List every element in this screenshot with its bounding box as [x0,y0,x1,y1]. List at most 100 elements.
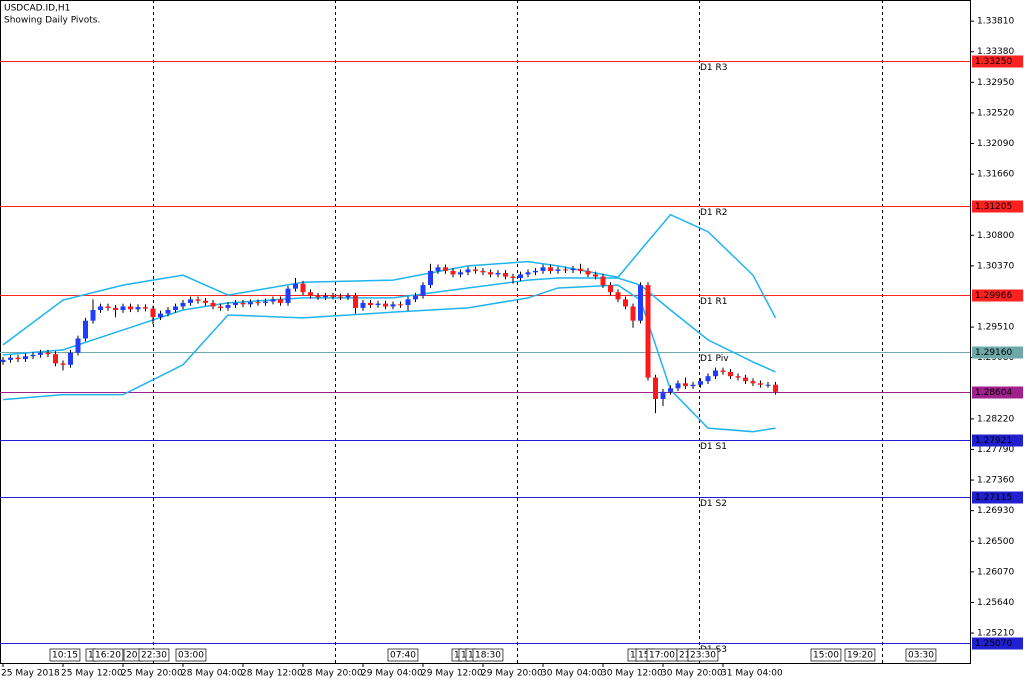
candle-body [465,269,471,273]
x-tick-label: 29 May 20:00 [481,669,543,679]
time-flag-box [49,648,81,662]
candle-body [345,295,351,298]
candle-body [180,302,186,307]
x-tick-label: 28 May 04:00 [181,669,243,679]
candle-body [758,383,763,385]
price-label-box [972,200,1023,213]
time-flag-label: 10:15 [52,651,78,661]
candle-body [510,276,516,278]
y-tick-label: 1.33380 [977,47,1014,57]
candle-body [143,307,148,309]
candle-body [638,285,643,321]
y-tick-label: 1.25210 [977,629,1014,639]
time-flag-box [810,648,842,662]
candle-body [555,269,561,271]
candle-body [383,303,388,307]
price-label-box [972,637,1023,650]
y-tick-label: 1.32950 [977,78,1014,88]
plot-frame [0,0,971,664]
candle-body [435,267,441,271]
time-flag-label: 23:30 [690,651,716,661]
time-flag: 03:30 [905,648,937,662]
candle-body [98,306,103,311]
candle-body [450,270,456,275]
candle-body [623,299,628,307]
time-flag: 10:15 [49,648,81,662]
candle-body [563,269,568,271]
time-flag-label: 1 [454,651,460,661]
candle-body [353,295,358,308]
time-flag-label: 1 [630,651,636,661]
candle-body [8,357,13,360]
y-tick-label: 1.30370 [977,261,1014,271]
candle-body [60,363,66,365]
candle-body [150,308,156,318]
candle-body [210,302,216,307]
pivot-level-name: D1 R3 [700,63,728,73]
x-tick-label: 29 May 12:00 [421,669,483,679]
chart-subtitle: Showing Daily Pivots. [4,16,100,26]
time-flag-box [905,648,937,662]
candle-body [300,283,306,293]
candle-body [0,359,6,362]
y-tick-label: 1.25640 [977,598,1014,608]
pivot-level-name: D1 S2 [700,499,727,509]
time-flag-label: 19:20 [847,651,873,661]
candle-body [240,302,246,305]
candle-body [293,283,298,289]
x-tick-label: 30 May 20:00 [661,669,723,679]
time-flag-box [387,648,419,662]
candle-body [398,304,403,306]
candle-body [533,270,538,273]
candle-body [608,285,613,293]
x-tick-label: 31 May 04:00 [721,669,783,679]
time-flag-box [175,648,207,662]
candle-body [615,292,621,300]
price-label: 1.29160 [975,348,1012,358]
time-flag-label: 03:00 [178,651,204,661]
candle-body [578,268,583,271]
price-label-box [972,55,1023,68]
candle-body [23,356,28,360]
price-label: 1.27115 [975,493,1012,503]
y-tick-label: 1.28220 [977,414,1014,424]
chart-title: USDCAD.ID,H1 [4,4,70,14]
price-label-box [972,491,1023,504]
bollinger-lower [2,284,776,433]
time-flag: 03:00 [175,648,207,662]
price-label-box [972,289,1023,302]
price-label: 1.27921 [975,436,1012,446]
candle-body [330,295,336,297]
candle-body [743,377,748,382]
candle-body [480,270,486,273]
candle-body [135,307,141,310]
y-tick-label: 1.33810 [977,17,1014,27]
candle-body [270,299,276,302]
day-separators [153,0,883,663]
candle-body [698,381,703,385]
candle-body [405,299,411,306]
price-label-box [972,346,1023,359]
y-tick-label: 1.30800 [977,231,1014,241]
candle-body [420,285,426,296]
time-flag-label: 07:40 [390,651,416,661]
candle-body [53,354,58,364]
candle-body [428,270,433,286]
candle-body [585,270,591,275]
candle-body [75,338,81,353]
time-flag-label: 1 [461,651,467,661]
time-flag: 15:00 [810,648,842,662]
x-tick-label: 25 May 2018 [1,669,60,679]
candle-body [675,383,681,389]
price-label-box [972,386,1023,399]
candle-body [525,272,531,275]
candle-body [548,267,553,271]
time-flag-label: 16:20 [95,651,121,661]
candle-body [113,307,118,311]
time-flag: 22:30 [138,648,170,662]
candle-body [38,352,43,355]
x-tick-label: 28 May 20:00 [301,669,363,679]
candle-body [195,299,201,301]
time-flag-box [687,648,719,662]
candle-body [518,274,523,278]
